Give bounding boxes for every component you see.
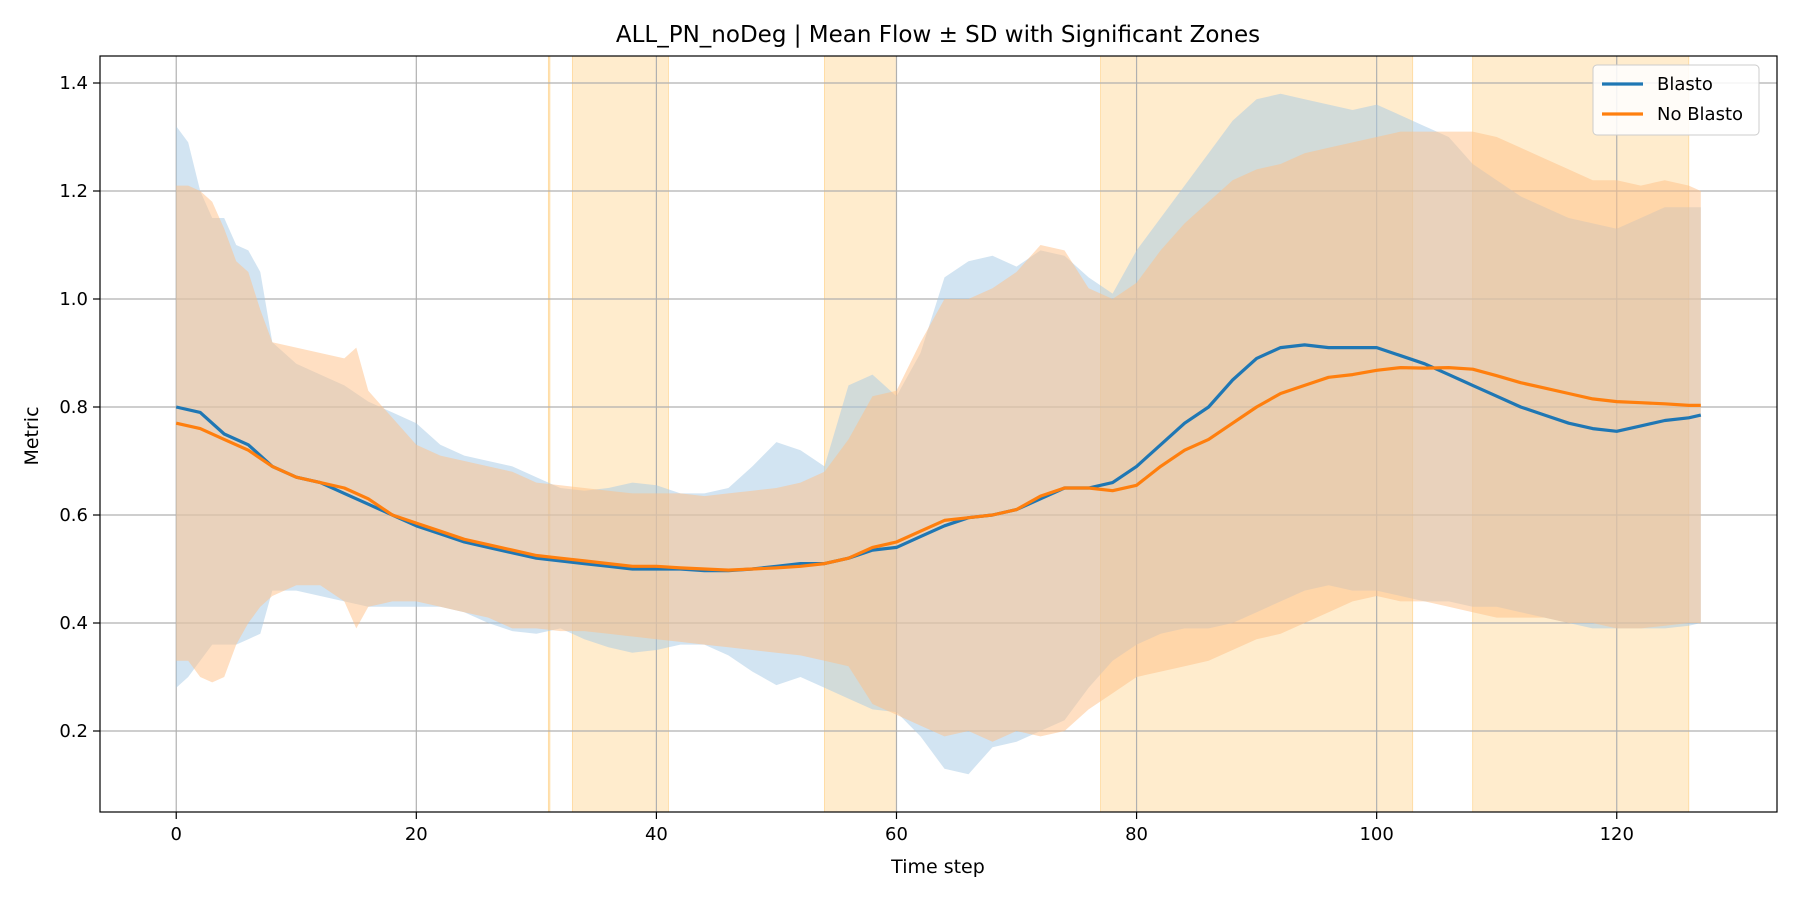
x-tick-label-0: 0 — [171, 824, 182, 845]
plot-frame — [99, 55, 1778, 813]
chart-title: ALL_PN_noDeg | Mean Flow ± SD with Signi… — [616, 22, 1260, 48]
y-axis-ticks: 0.2 0.4 0.6 0.8 1.0 1.2 1.4 — [59, 73, 100, 742]
significant-zone-1 — [571, 55, 669, 813]
legend: Blasto No Blasto — [1592, 64, 1760, 136]
x-tick-label-1: 20 — [405, 824, 428, 845]
x-tick-label-4: 80 — [1125, 824, 1148, 845]
mean-line-blasto — [175, 343, 1702, 573]
y-tick-label-5: 1.2 — [59, 181, 88, 202]
y-tick-label-1: 0.4 — [59, 613, 88, 634]
y-axis-label: Metric — [21, 406, 43, 465]
mean-lines — [175, 343, 1702, 573]
y-tick-label-0: 0.2 — [59, 721, 88, 742]
sd-bands — [176, 93, 1701, 775]
x-tick-label-3: 60 — [885, 824, 908, 845]
x-tick-label-2: 40 — [645, 824, 668, 845]
y-tick-label-6: 1.4 — [59, 73, 88, 94]
legend-label-no-blasto: No Blasto — [1657, 104, 1743, 125]
legend-label-blasto: Blasto — [1657, 74, 1713, 95]
y-tick-label-4: 1.0 — [59, 289, 88, 310]
x-axis-label: Time step — [890, 856, 985, 878]
x-tick-label-5: 100 — [1359, 824, 1393, 845]
y-tick-label-2: 0.6 — [59, 505, 88, 526]
mean-line-no-blasto — [175, 366, 1701, 572]
x-tick-label-6: 120 — [1600, 824, 1634, 845]
sd-band-no-blasto — [176, 131, 1701, 742]
y-tick-label-3: 0.8 — [59, 397, 88, 418]
significant-zone-0 — [547, 55, 551, 813]
x-axis-ticks: 0 20 40 60 80 100 120 — [171, 812, 1634, 845]
